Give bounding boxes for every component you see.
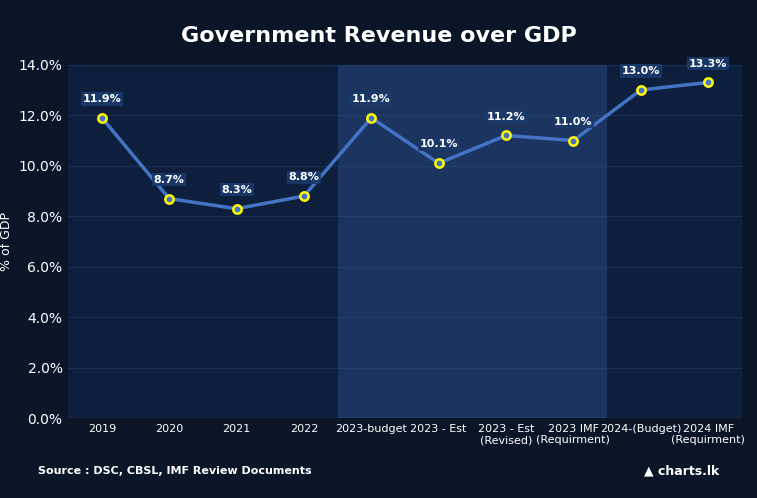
Text: Government Revenue over GDP: Government Revenue over GDP [181, 26, 576, 46]
Text: 13.0%: 13.0% [621, 66, 660, 76]
Text: 11.9%: 11.9% [352, 94, 391, 104]
Text: 11.0%: 11.0% [554, 117, 593, 126]
Text: 10.1%: 10.1% [419, 139, 458, 149]
Text: 11.9%: 11.9% [83, 94, 121, 104]
Text: ▲ charts.lk: ▲ charts.lk [644, 464, 719, 477]
Text: 13.3%: 13.3% [689, 59, 727, 69]
Text: Source : DSC, CBSL, IMF Review Documents: Source : DSC, CBSL, IMF Review Documents [38, 466, 311, 476]
Text: 8.3%: 8.3% [221, 185, 252, 195]
Bar [338, 65, 607, 418]
Y-axis label: % of GDP: % of GDP [0, 212, 13, 271]
Text: 8.8%: 8.8% [288, 172, 319, 182]
Text: 8.7%: 8.7% [154, 175, 185, 185]
Text: 11.2%: 11.2% [487, 112, 525, 122]
